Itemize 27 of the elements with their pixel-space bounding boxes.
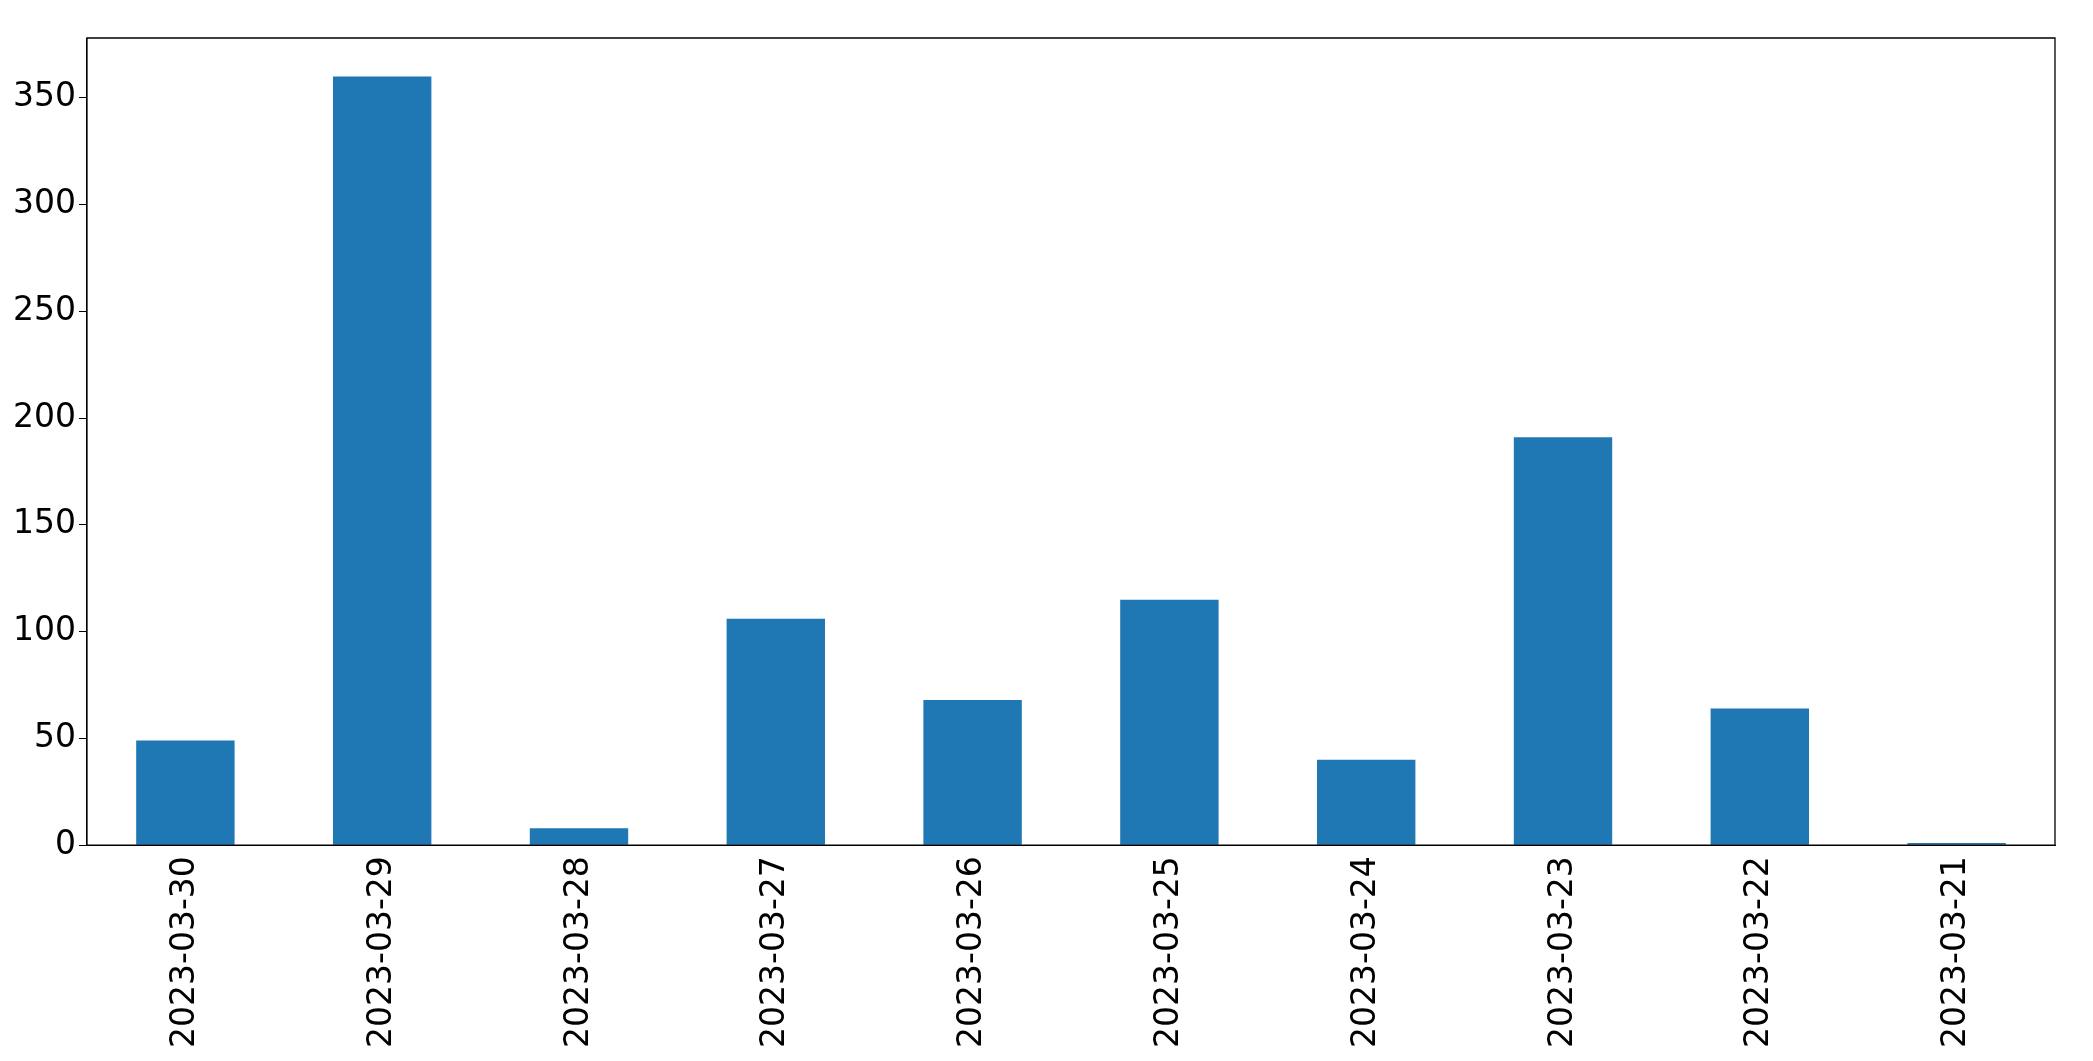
- bar: [332, 76, 432, 845]
- bar: [923, 700, 1022, 845]
- bar: [1317, 759, 1416, 845]
- bar: [136, 740, 235, 845]
- bar: [1710, 708, 1809, 845]
- x-tick-label: 2023-03-29: [359, 856, 399, 1048]
- y-tick-label: 100: [12, 609, 76, 649]
- x-tick-label: 2023-03-21: [1934, 856, 1974, 1048]
- y-tick-label: 300: [12, 182, 76, 222]
- bar: [1513, 437, 1613, 845]
- y-tick-label: 150: [12, 502, 76, 542]
- x-tick-label: 2023-03-25: [1146, 856, 1186, 1048]
- y-tick-label: 350: [12, 75, 76, 115]
- x-tick-label: 2023-03-26: [950, 856, 990, 1048]
- y-tick-label: 50: [33, 716, 76, 756]
- x-tick-label: 2023-03-27: [753, 856, 793, 1048]
- bar: [1120, 599, 1219, 845]
- bar: [529, 828, 629, 845]
- x-tick-label: 2023-03-30: [162, 856, 202, 1048]
- x-tick-label: 2023-03-24: [1343, 856, 1383, 1048]
- y-tick-label: 200: [12, 395, 76, 435]
- x-tick-label: 2023-03-22: [1737, 856, 1777, 1048]
- bar: [726, 618, 825, 845]
- x-tick-label: 2023-03-23: [1540, 856, 1580, 1048]
- y-tick-label: 0: [54, 822, 76, 862]
- y-tick-label: 250: [12, 288, 76, 328]
- x-tick-label: 2023-03-28: [556, 856, 596, 1048]
